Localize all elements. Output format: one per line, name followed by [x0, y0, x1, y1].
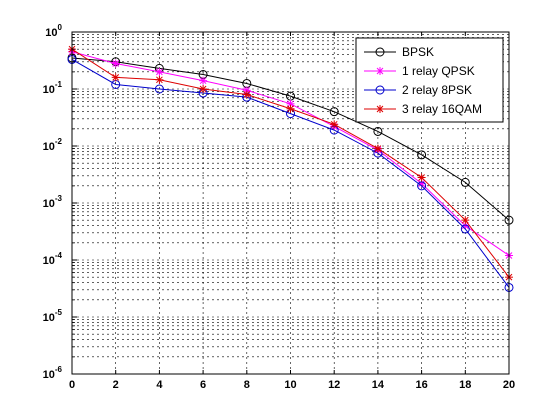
x-tick-label: 20 [503, 379, 515, 391]
star-stroke [374, 145, 382, 152]
axis-ticks: 0 2 4 6 8 10 12 14 16 18 20 100 10-1 10-2 10-3 10-4 10-5… [43, 23, 516, 391]
y-tick-label: 10-6 [43, 365, 63, 381]
x-tick-label: 8 [244, 379, 250, 391]
data-point [155, 75, 164, 84]
data-point [373, 144, 382, 153]
star-stroke [156, 68, 163, 76]
data-point [461, 216, 470, 225]
star-stroke [287, 105, 294, 113]
star-stroke [243, 91, 251, 98]
star-stroke [330, 120, 338, 128]
star-stroke [112, 74, 120, 81]
data-point [286, 104, 295, 113]
data-point [155, 67, 164, 76]
legend-entry: 3 relay 16QAM [364, 102, 482, 116]
star-stroke [461, 216, 469, 224]
x-tick-label: 6 [200, 379, 206, 391]
x-tick-label: 2 [113, 379, 119, 391]
data-point [242, 90, 251, 99]
data-point [460, 177, 470, 187]
data-point [417, 173, 426, 182]
legend: BPSK 1 relay QPSK 2 relay 8PSK 3 relay 16QA… [355, 37, 504, 123]
star-stroke [376, 105, 384, 113]
data-point [460, 224, 470, 234]
star-stroke [199, 85, 207, 93]
legend-label: 2 relay 8PSK [402, 83, 472, 97]
x-tick-label: 16 [415, 379, 427, 391]
star-stroke [199, 77, 207, 85]
star-stroke [287, 100, 294, 108]
data-point [417, 150, 427, 160]
series-line [71, 57, 510, 221]
x-tick-label: 14 [372, 379, 385, 391]
x-tick-label: 10 [284, 379, 296, 391]
data-point [330, 120, 339, 129]
series-layer [67, 45, 514, 292]
x-tick-label: 12 [328, 379, 340, 391]
legend-marker [375, 47, 385, 57]
data-point [329, 107, 339, 117]
data-point [111, 59, 120, 68]
star-stroke [418, 180, 425, 187]
data-point [154, 84, 164, 94]
y-tick-label: 10-4 [43, 251, 63, 267]
legend-label: 1 relay QPSK [402, 64, 475, 78]
star-stroke [156, 76, 163, 84]
x-tick-label: 4 [156, 379, 163, 391]
y-tick-label: 10-5 [43, 308, 63, 324]
legend-marker [376, 67, 384, 75]
x-tick-label: 0 [69, 379, 75, 391]
data-point [199, 76, 208, 85]
data-point [111, 73, 120, 82]
x-tick-label: 18 [459, 379, 471, 391]
legend-entry: 2 relay 8PSK [364, 83, 472, 97]
data-point [199, 85, 208, 93]
star-stroke [418, 174, 425, 181]
legend-entry: 1 relay QPSK [364, 64, 475, 78]
y-tick-label: 10-2 [43, 137, 63, 153]
data-point [373, 126, 383, 136]
series-line [71, 59, 510, 288]
legend-label: BPSK [402, 45, 434, 59]
star-stroke [112, 60, 120, 67]
star-stroke [376, 67, 384, 75]
y-tick-label: 10-3 [43, 194, 63, 210]
data-point [417, 181, 427, 191]
legend-marker [375, 85, 385, 95]
legend-entry: BPSK [364, 45, 434, 59]
legend-marker [376, 105, 384, 113]
y-tick-label: 100 [45, 23, 62, 39]
y-tick-label: 10-1 [43, 80, 63, 96]
legend-label: 3 relay 16QAM [402, 102, 482, 116]
